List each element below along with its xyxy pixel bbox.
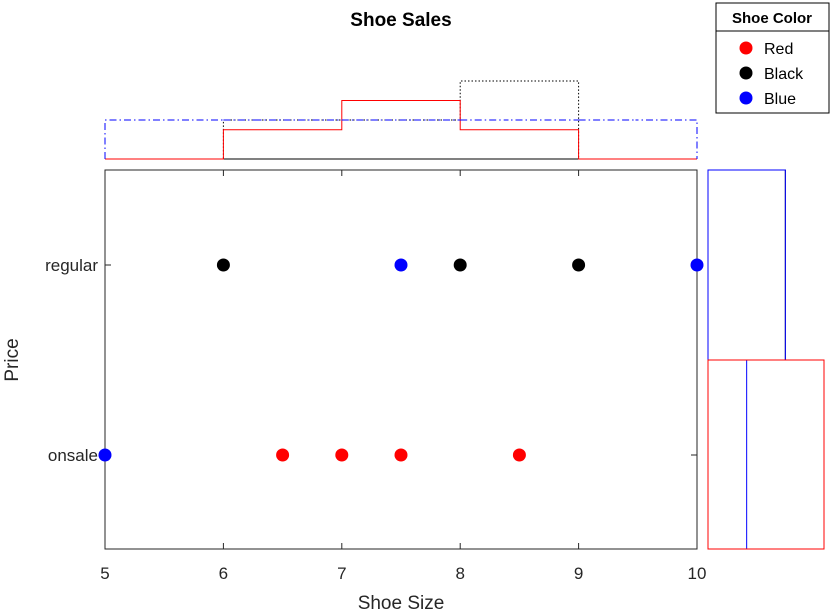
y-tick-label: regular — [45, 256, 98, 275]
histogram-y-black-regular — [707, 169, 786, 361]
legend: Shoe Color Red Black Blue — [715, 2, 830, 114]
legend-label-red: Red — [764, 41, 793, 58]
x-tick-label: 10 — [688, 564, 707, 583]
plot-area — [104, 169, 698, 550]
legend-marker-black — [739, 66, 753, 80]
histogram-x-red — [105, 100, 697, 160]
legend-label-black: Black — [764, 66, 804, 83]
marginal-y-histogram — [707, 169, 825, 550]
data-point-red — [276, 448, 290, 462]
marginal-x-histogram — [104, 80, 698, 160]
legend-title: Shoe Color — [732, 10, 812, 27]
data-point-red — [512, 448, 526, 462]
main-plot: 5 6 7 8 9 10 onsale regular — [45, 169, 707, 583]
y-tick-label: onsale — [48, 446, 98, 465]
legend-label-blue: Blue — [764, 91, 796, 108]
x-tick-label: 9 — [574, 564, 583, 583]
data-point-blue — [98, 448, 112, 462]
x-axis-label: Shoe Size — [358, 593, 445, 613]
data-point-blue — [690, 258, 704, 272]
x-tick-label: 6 — [219, 564, 228, 583]
x-tick-label: 5 — [100, 564, 109, 583]
data-point-black — [572, 258, 586, 272]
legend-marker-red — [739, 41, 753, 55]
histogram-y-blue-regular — [707, 169, 786, 361]
histogram-y-red-onsale — [707, 359, 825, 550]
data-point-blue — [394, 258, 408, 272]
data-point-red — [394, 448, 408, 462]
legend-marker-blue — [739, 91, 753, 105]
histogram-x-blue — [104, 119, 698, 159]
y-axis-label: Price — [2, 338, 23, 381]
data-point-black — [216, 258, 230, 272]
histogram-y-blue-onsale — [707, 359, 748, 550]
chart-title: Shoe Sales — [350, 10, 451, 31]
x-tick-label: 7 — [337, 564, 346, 583]
data-point-black — [453, 258, 467, 272]
data-point-red — [335, 448, 349, 462]
x-tick-label: 8 — [455, 564, 464, 583]
